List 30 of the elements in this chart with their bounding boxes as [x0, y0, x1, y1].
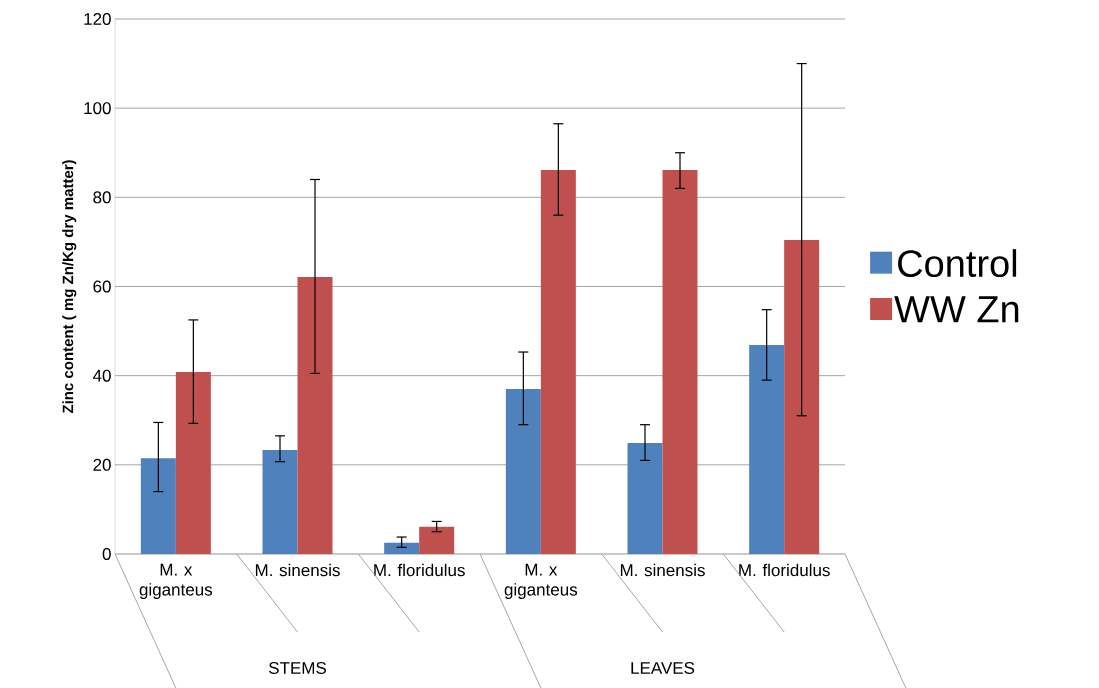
bar [627, 442, 663, 554]
y-tick-label: 80 [93, 191, 111, 204]
x-tick-label: M. x giganteus [139, 563, 213, 599]
bar [784, 239, 820, 554]
y-tick-label: 40 [92, 369, 111, 382]
bar [384, 542, 420, 554]
x-tick-label: M. floridulus [374, 563, 465, 577]
bar [505, 388, 541, 554]
text: STEMS [268, 661, 327, 674]
x-tick-label: M. floridulus [739, 563, 830, 577]
bar [419, 526, 455, 554]
x-tick-label: M. sinensis [255, 563, 340, 577]
y-tick-label: 100 [84, 101, 111, 114]
y-tick-label: 0 [102, 547, 111, 560]
y-tick-label: 120 [84, 12, 111, 25]
bar [297, 276, 333, 554]
x-tick-label: M. x giganteus [504, 563, 578, 599]
bar [175, 371, 211, 554]
text: LEAVES [631, 661, 695, 674]
legend-label: Control [898, 248, 1017, 277]
bar [749, 344, 785, 554]
bar [262, 449, 298, 554]
legend-label: WW Zn [894, 295, 1019, 323]
bar [540, 169, 576, 554]
y-axis-title: Zinc content ( mg Zn/Kg dry matter) [62, 159, 77, 413]
y-tick-label: 60 [93, 280, 111, 293]
y-tick-label: 20 [93, 458, 111, 471]
bar [662, 169, 698, 554]
bar [140, 457, 176, 554]
x-tick-label: M. sinensis [620, 563, 705, 577]
